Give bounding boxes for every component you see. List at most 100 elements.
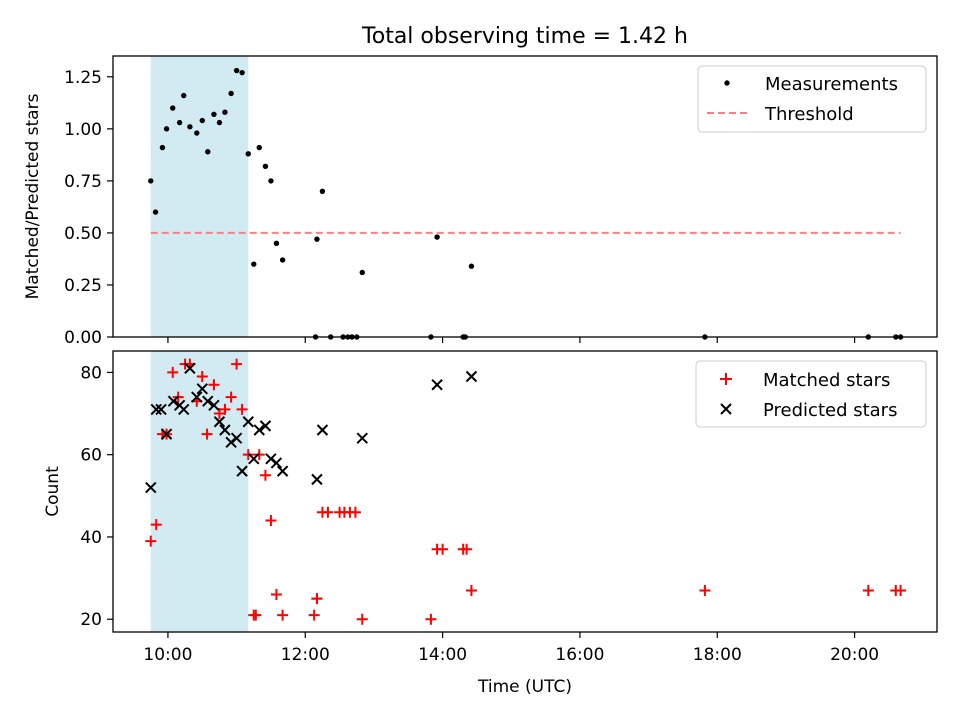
measurement-point	[170, 105, 176, 111]
predicted-star-point	[465, 370, 478, 383]
measurement-point	[256, 144, 262, 151]
top-y-tick-label: 0.25	[64, 276, 102, 296]
predicted-star-point	[356, 432, 368, 444]
top-plot-frame	[112, 55, 938, 338]
measurement-point	[211, 111, 217, 117]
matched-star-point	[167, 366, 179, 378]
bottom-legend-box	[695, 360, 927, 428]
measurement-point	[187, 124, 193, 130]
matched-star-point	[270, 589, 282, 601]
predicted-star-point	[202, 395, 214, 407]
top-y-tick-label: 1.00	[64, 120, 102, 140]
top-y-axis-label: Matched/Predicted stars	[23, 93, 43, 299]
top-y-tick-label: 0.75	[64, 172, 102, 192]
matched-star-point	[699, 584, 711, 596]
measurement-point	[702, 334, 708, 340]
predicted-star-point	[236, 465, 248, 477]
predicted-star-point	[230, 432, 243, 444]
measurement-point	[199, 117, 205, 124]
bottom-y-tick-label: 80	[80, 363, 102, 383]
measurement-point	[319, 188, 326, 194]
measurement-point	[148, 178, 154, 184]
legend-measurements-marker	[724, 80, 730, 86]
matched-star-point	[219, 403, 231, 415]
top-legend: Measurements Threshold	[697, 65, 927, 133]
measurement-point	[163, 126, 170, 132]
bottom-x-tick-label: 20:00	[830, 645, 879, 665]
measurement-point	[345, 334, 351, 340]
predicted-star-point	[259, 420, 272, 432]
predicted-star-point	[253, 424, 265, 436]
predicted-star-point	[242, 416, 254, 428]
measurement-point	[233, 67, 240, 74]
predicted-star-point	[219, 424, 231, 436]
bottom-y-axis-label: Count	[43, 466, 63, 517]
measurement-point	[251, 261, 257, 267]
bottom-plot-frame	[112, 350, 938, 633]
chart-title: Total observing time = 1.42 h	[361, 24, 688, 49]
matched-star-point	[208, 379, 220, 391]
top-y-tick-label: 1.25	[64, 68, 102, 88]
matched-star-point	[259, 469, 271, 481]
predicted-star-point	[431, 379, 443, 391]
bottom-y-tick-label: 20	[80, 610, 102, 630]
predicted-star-point	[196, 383, 208, 395]
matched-star-point	[311, 593, 323, 605]
measurement-point	[239, 69, 245, 76]
measurement-point	[359, 269, 365, 276]
measurement-point	[354, 334, 360, 340]
top-legend-box	[697, 65, 927, 133]
bottom-x-tick-label: 18:00	[693, 645, 742, 665]
bottom-x-tick-label: 12:00	[281, 645, 330, 665]
measurement-point	[268, 178, 274, 184]
measurement-point	[428, 334, 434, 340]
matched-star-point	[308, 609, 320, 621]
legend-threshold-label: Threshold	[764, 104, 854, 125]
measurement-point	[865, 334, 872, 340]
measurement-point	[228, 90, 234, 97]
predicted-star-point	[155, 403, 167, 416]
x-axis-label: Time (UTC)	[477, 677, 572, 697]
measurement-point	[152, 209, 159, 215]
matched-star-point	[895, 584, 907, 596]
measurement-point	[462, 334, 468, 340]
matched-star-point	[250, 609, 262, 621]
measurement-point	[434, 234, 440, 240]
measurement-point	[245, 151, 251, 157]
top-x-ticks	[167, 337, 856, 343]
measurement-point	[327, 334, 334, 340]
top-data-marks	[148, 67, 904, 340]
predicted-star-point	[213, 416, 226, 428]
measurement-point	[273, 240, 280, 247]
bottom-y-tick-label: 40	[80, 528, 102, 548]
measurement-point	[216, 119, 223, 126]
bottom-y-tick-label: 60	[80, 446, 102, 466]
legend-predicted-marker	[720, 403, 732, 415]
measurement-point	[897, 334, 904, 340]
measurement-point	[205, 149, 211, 155]
bottom-y-ticks: 20 40 60 80	[80, 363, 113, 630]
measurement-point	[314, 236, 320, 242]
predicted-star-point	[184, 362, 196, 374]
predicted-star-point	[150, 403, 162, 416]
predicted-star-point	[160, 428, 173, 440]
measurement-point	[893, 334, 899, 340]
predicted-star-point	[191, 391, 203, 403]
predicted-star-point	[248, 453, 260, 465]
matched-star-point	[236, 403, 248, 415]
bottom-x-tick-label: 10:00	[143, 645, 192, 665]
legend-matched-marker	[720, 373, 732, 385]
predicted-star-point	[311, 473, 323, 486]
top-shaded-window	[150, 56, 249, 337]
matched-star-point	[465, 584, 477, 596]
matched-star-point	[265, 515, 277, 527]
bottom-x-ticks: 10:00 12:00 14:00 16:00 18:00 20:00	[143, 632, 879, 665]
bottom-legend: Matched stars Predicted stars	[695, 360, 927, 428]
matched-star-point	[201, 428, 213, 440]
matched-star-point	[150, 519, 162, 531]
measurement-point	[159, 144, 166, 151]
matched-star-point	[862, 584, 874, 596]
matched-star-point	[349, 506, 361, 518]
matched-star-point	[425, 613, 437, 625]
